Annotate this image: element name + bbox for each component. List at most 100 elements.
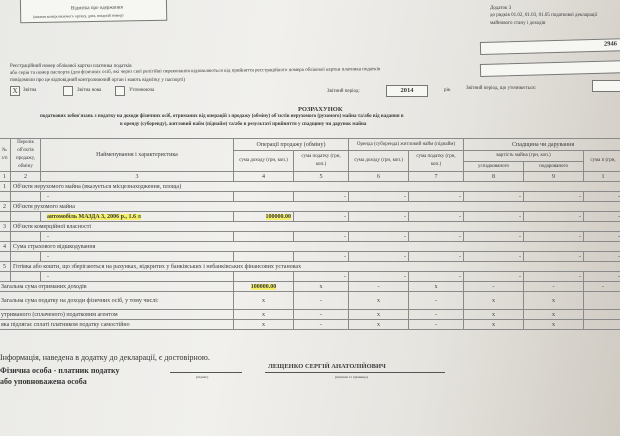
reg-number-field[interactable]: 2946 xyxy=(479,38,620,55)
table-row: ------- xyxy=(0,191,620,202)
total-value: 100000.00 xyxy=(250,283,277,290)
value-cell: - xyxy=(408,231,465,242)
section-label: Об'єкти рухомого майна xyxy=(9,201,620,212)
checkbox-new-reporting-label: Звітна нова xyxy=(77,88,102,93)
table-cell xyxy=(10,211,41,222)
table-cell xyxy=(0,231,11,242)
header-inherit: Спадщина чи дарування xyxy=(463,138,620,151)
value-cell xyxy=(233,231,294,242)
table-cell xyxy=(0,251,11,262)
checkbox-clarifying[interactable] xyxy=(115,86,125,96)
header-rent-tax: сума податку (грн, коп.) xyxy=(408,150,465,172)
value-cell: - xyxy=(408,291,465,310)
value-cell: x xyxy=(463,309,525,320)
table-row: ------- xyxy=(0,231,620,242)
value-cell: x xyxy=(523,319,585,330)
signature-line[interactable] xyxy=(170,372,242,373)
value-cell: x xyxy=(463,319,525,330)
total-label-text: Загальна сума отриманих доходів xyxy=(1,283,87,290)
clarified-period-label: Звітний період, що уточнюється: xyxy=(466,86,536,91)
passport-field[interactable] xyxy=(479,60,620,77)
total-value: x xyxy=(319,283,323,290)
checkbox-new-reporting[interactable] xyxy=(63,86,73,96)
item-description: - xyxy=(40,191,234,202)
column-number: 4 xyxy=(233,171,294,182)
period-label: Звітний період: xyxy=(327,89,360,94)
name-line xyxy=(265,372,445,373)
calc-title: РОЗРАХУНОК xyxy=(298,106,343,113)
table-cell xyxy=(0,271,11,282)
value-cell xyxy=(583,319,620,330)
section-label: Готівка або кошти, що зберігаються на ра… xyxy=(9,261,620,272)
total-value: x xyxy=(262,311,265,318)
value-cell: - xyxy=(463,211,525,222)
value-cell: - xyxy=(292,251,350,262)
total-value: x xyxy=(492,321,496,328)
total-value: - xyxy=(435,321,438,328)
column-number: 1 xyxy=(583,171,620,182)
total-label: яка підлягає сплаті платником податку са… xyxy=(0,319,234,330)
total-value: - xyxy=(435,311,438,318)
total-value: - xyxy=(320,297,322,304)
header-sale: Операції продажу (обміну) xyxy=(232,138,350,151)
total-value: - xyxy=(377,283,380,290)
value-cell: 100000.00 xyxy=(233,211,294,222)
row-number: 3 xyxy=(0,221,11,232)
highlighted-value: автомобіль МАЗДА 3, 2006 р., 1.6 л xyxy=(47,213,141,220)
value-cell xyxy=(233,191,294,202)
total-label-text: яка підлягає сплаті платником податку са… xyxy=(1,321,130,328)
table-row: 3 Об'єкти комерційної власності xyxy=(0,221,620,232)
total-value: - xyxy=(602,283,605,290)
period-unit: рік xyxy=(444,88,451,93)
total-value: - xyxy=(320,311,322,318)
value-cell: - xyxy=(463,251,525,262)
total-value: - xyxy=(320,321,322,328)
total-value: - xyxy=(552,283,555,290)
checkbox-reporting-label: Звітна xyxy=(23,88,37,93)
total-value: x xyxy=(262,297,265,304)
value-cell: - xyxy=(292,211,350,222)
value-cell: - xyxy=(408,309,465,320)
value-cell: x xyxy=(523,309,585,320)
value-cell: - xyxy=(583,231,620,242)
taxpayer-label: Реєстраційний номер облікової картки пла… xyxy=(10,64,132,69)
value-cell: x xyxy=(348,319,410,330)
value-cell: - xyxy=(408,319,465,330)
value-cell: - xyxy=(523,281,585,292)
footer-statement: Інформація, наведена в додатку до деклар… xyxy=(0,353,210,362)
total-label: Загальна сума отриманих доходів xyxy=(0,281,234,292)
row-number: 1 xyxy=(0,181,11,192)
period-field[interactable]: 2014 xyxy=(386,85,428,97)
value-cell xyxy=(583,309,620,320)
value-cell: 100000.00 xyxy=(233,281,294,292)
total-label-text: утриманого (сплаченого) податковим агент… xyxy=(1,311,118,318)
signature-caption: (підпис) xyxy=(196,375,209,379)
name-caption: (ініціали та прізвище) xyxy=(335,375,368,379)
table-row: 1 Об'єкти нерухомого майна (вказується мі… xyxy=(0,181,620,192)
value-cell: - xyxy=(408,271,465,282)
value-cell: - xyxy=(523,231,585,242)
total-value: x xyxy=(492,311,496,318)
row-number: 2 xyxy=(0,201,11,212)
item-description: автомобіль МАЗДА 3, 2006 р., 1.6 л xyxy=(40,211,234,222)
reg-number-value: 2946 xyxy=(603,40,618,48)
value-cell: - xyxy=(292,191,350,202)
total-value: x xyxy=(552,311,556,318)
value-cell: - xyxy=(292,319,350,330)
calculation-table: № з/п Перелік об'єктів продажу, обміну Н… xyxy=(0,138,620,330)
clarified-period-field[interactable] xyxy=(592,80,620,92)
header-rent-income: сума доходу (грн, коп.) xyxy=(348,150,410,172)
value-cell: - xyxy=(348,271,410,282)
value-cell: - xyxy=(463,231,525,242)
total-value: - xyxy=(492,283,495,290)
table-row: яка підлягає сплаті платником податку са… xyxy=(0,319,620,330)
value-cell: - xyxy=(292,231,350,242)
footer-authorized: або уповноважена особа xyxy=(0,377,87,386)
section-label: Об'єкти комерційної власності xyxy=(9,221,620,232)
header-sale-tax: сума податку (грн, коп.) xyxy=(292,150,350,172)
checkbox-reporting[interactable]: X xyxy=(10,86,20,96)
header-rent: Оренда (суборенда) житловий найм (піднай… xyxy=(348,138,465,151)
total-value: x xyxy=(492,297,496,304)
value-cell: - xyxy=(523,271,585,282)
value-cell: - xyxy=(348,251,410,262)
